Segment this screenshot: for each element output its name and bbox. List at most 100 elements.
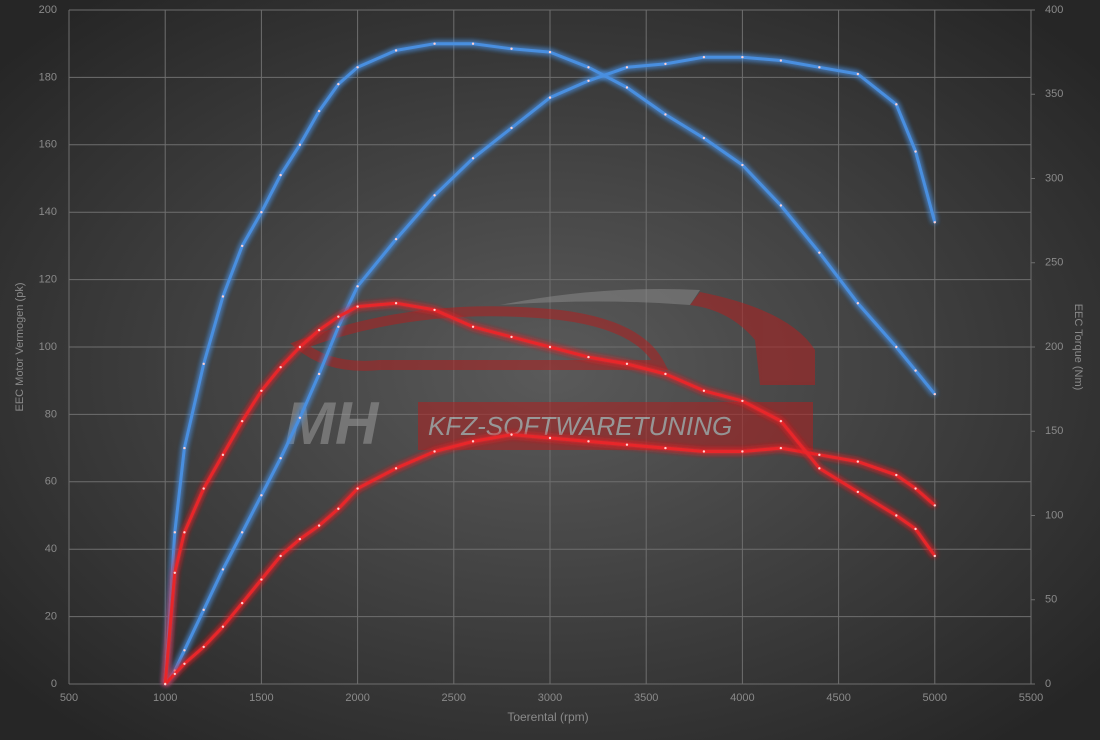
data-point xyxy=(471,157,475,160)
y-tick-label: 0 xyxy=(51,678,57,690)
data-point xyxy=(741,399,744,403)
data-point xyxy=(741,55,744,59)
data-point xyxy=(779,419,783,423)
data-point xyxy=(317,109,321,113)
data-point xyxy=(702,136,706,140)
data-point xyxy=(856,460,860,463)
data-point xyxy=(356,305,359,308)
data-point xyxy=(895,345,898,349)
y2-tick-label: 300 xyxy=(1045,172,1063,184)
data-point xyxy=(856,490,860,494)
data-point xyxy=(818,453,821,457)
data-point xyxy=(741,450,744,453)
data-point xyxy=(202,487,205,490)
data-point xyxy=(818,251,821,254)
data-point xyxy=(260,389,263,393)
data-point xyxy=(779,204,783,207)
data-point xyxy=(895,473,898,477)
data-point xyxy=(510,126,513,130)
watermark-mh: MH xyxy=(285,390,380,457)
y2-tick-label: 250 xyxy=(1045,257,1063,269)
data-point xyxy=(702,389,706,393)
data-point xyxy=(625,362,629,366)
data-point xyxy=(337,82,340,86)
y-tick-label: 100 xyxy=(39,341,57,353)
data-point xyxy=(818,467,821,470)
data-point xyxy=(356,487,359,490)
data-point xyxy=(510,47,513,50)
data-point xyxy=(914,369,917,372)
data-point xyxy=(240,419,244,423)
data-point xyxy=(702,450,706,453)
data-point xyxy=(240,601,244,605)
data-point xyxy=(260,578,263,581)
series-line xyxy=(164,433,936,686)
data-point xyxy=(471,42,475,45)
y2-tick-label: 200 xyxy=(1045,341,1063,353)
data-point xyxy=(221,568,225,571)
data-point xyxy=(183,531,186,534)
data-point xyxy=(317,372,321,376)
data-point xyxy=(548,436,552,440)
data-point xyxy=(818,66,821,69)
data-point xyxy=(856,301,860,305)
data-point xyxy=(394,467,398,470)
y2-tick-label: 50 xyxy=(1045,594,1057,606)
data-point xyxy=(298,345,302,349)
data-point xyxy=(933,392,936,396)
data-point xyxy=(664,446,667,450)
data-point xyxy=(625,443,629,446)
data-point xyxy=(779,59,783,62)
data-point xyxy=(298,143,302,146)
data-point xyxy=(356,285,359,288)
data-point xyxy=(471,440,475,443)
data-point xyxy=(356,66,359,69)
data-point xyxy=(317,524,321,527)
x-tick-label: 1500 xyxy=(249,692,273,704)
data-point xyxy=(895,103,898,106)
data-point xyxy=(221,625,225,628)
data-point xyxy=(183,649,186,652)
y-axis-label: EEC Motor Vermogen (pk) xyxy=(14,283,26,412)
data-point xyxy=(914,487,917,490)
data-point xyxy=(279,457,282,460)
data-point xyxy=(856,72,860,76)
x-tick-label: 5500 xyxy=(1019,692,1043,704)
data-point xyxy=(394,237,398,241)
data-point xyxy=(625,86,629,89)
y-tick-label: 120 xyxy=(39,274,57,286)
data-point xyxy=(173,531,177,534)
data-point xyxy=(587,79,590,82)
data-point xyxy=(298,537,302,541)
data-point xyxy=(298,416,302,419)
data-point xyxy=(337,507,340,510)
data-point xyxy=(183,662,186,665)
data-point xyxy=(548,96,552,99)
x-tick-label: 4500 xyxy=(826,692,850,704)
data-point xyxy=(548,50,552,54)
data-point xyxy=(240,244,244,248)
data-point xyxy=(221,295,225,298)
data-point xyxy=(933,554,936,558)
data-point xyxy=(337,315,340,318)
data-point xyxy=(183,446,186,450)
y-tick-label: 40 xyxy=(45,543,57,555)
watermark: MH KFZ-SOFTWARETUNING xyxy=(285,289,815,457)
y2-tick-label: 100 xyxy=(1045,509,1063,521)
data-point xyxy=(933,221,936,224)
data-point xyxy=(202,362,205,366)
data-point xyxy=(260,211,263,214)
x-tick-label: 2500 xyxy=(442,692,466,704)
data-point xyxy=(587,440,590,443)
data-point xyxy=(664,372,667,376)
data-point xyxy=(510,335,513,339)
x-tick-label: 5000 xyxy=(923,692,947,704)
y-tick-label: 180 xyxy=(39,71,57,83)
data-point xyxy=(279,173,282,177)
data-point xyxy=(240,531,244,534)
y2-tick-label: 0 xyxy=(1045,678,1051,690)
data-point xyxy=(587,355,590,359)
y2-tick-label: 350 xyxy=(1045,88,1063,100)
data-point xyxy=(587,66,590,69)
watermark-text: KFZ-SOFTWARETUNING xyxy=(428,411,732,441)
